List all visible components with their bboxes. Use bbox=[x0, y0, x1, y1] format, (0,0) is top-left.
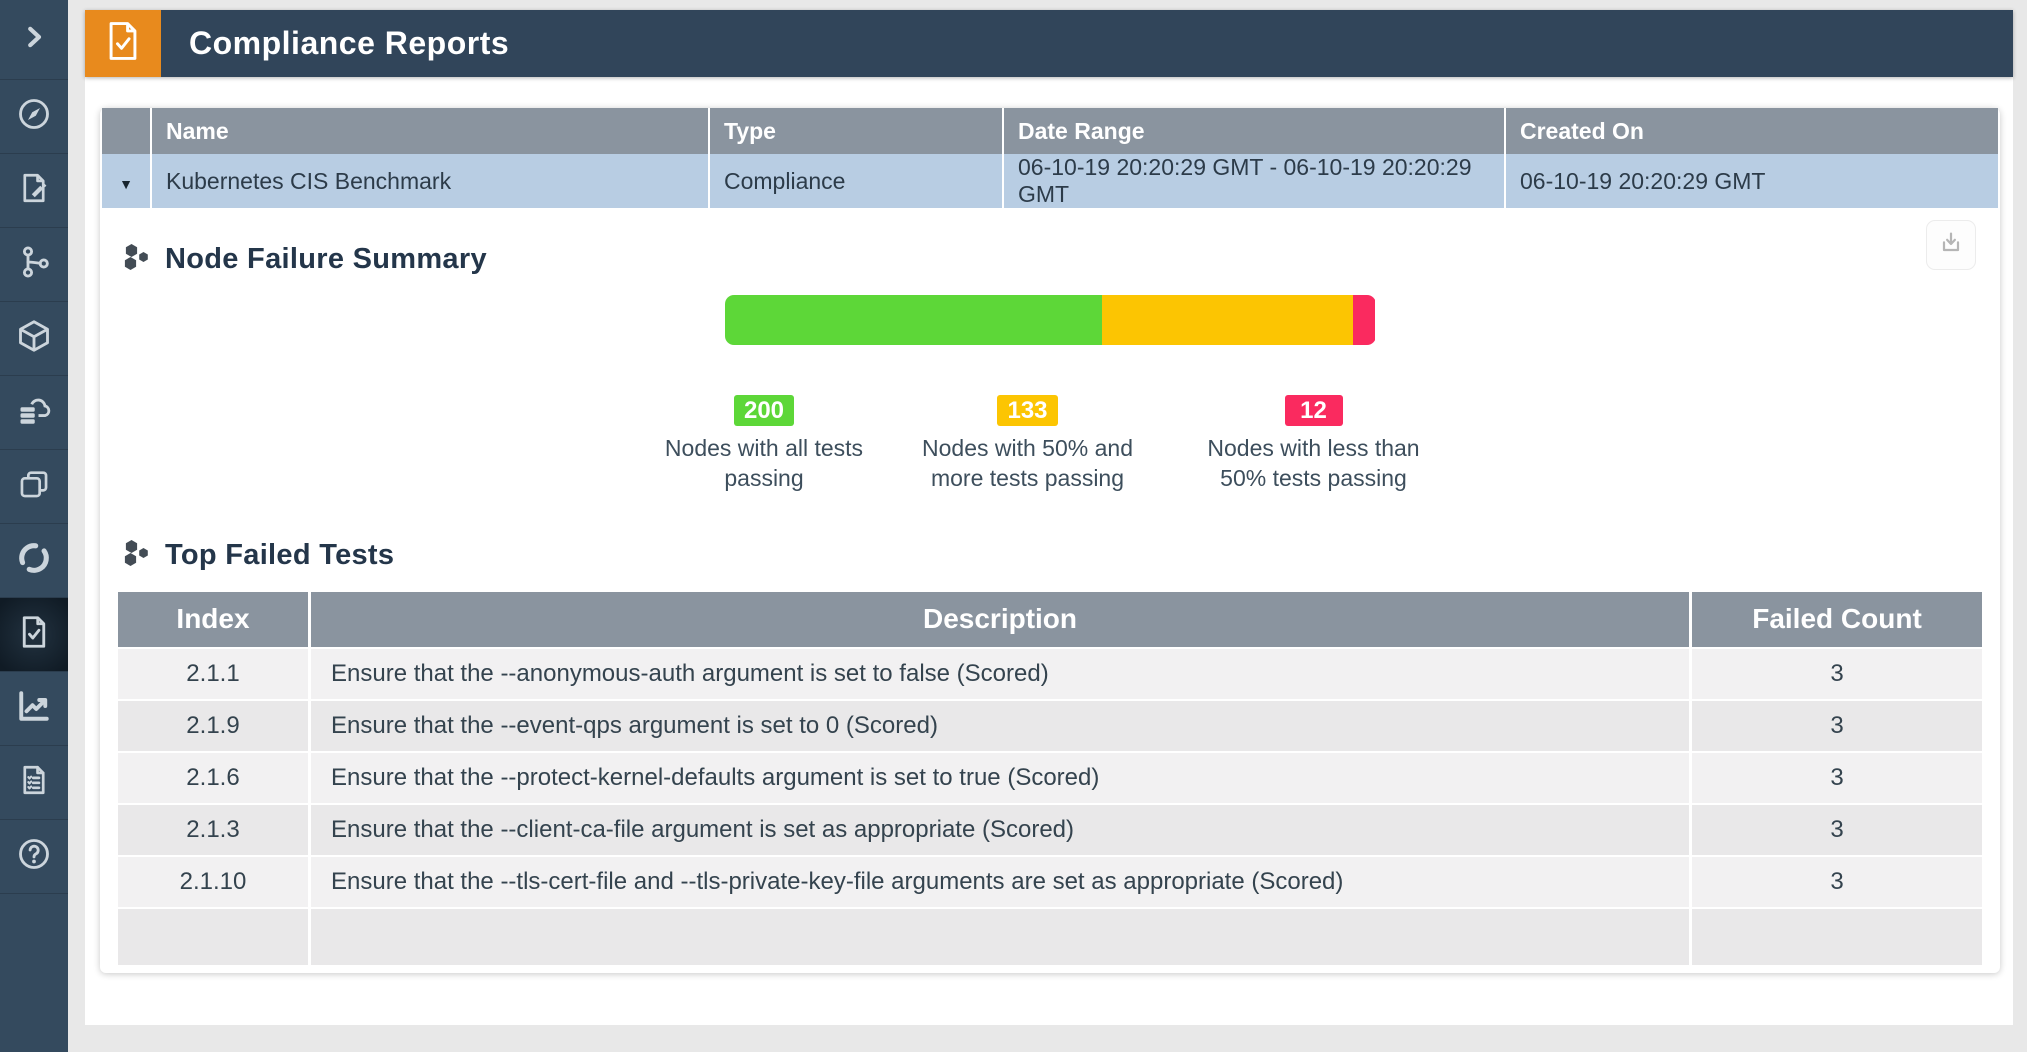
report-card: Name Type Date Range Created On ▼ Kubern… bbox=[100, 108, 2000, 973]
col-header-description: Description bbox=[311, 591, 1689, 647]
test-description: Ensure that the --anonymous-auth argumen… bbox=[311, 648, 1689, 699]
report-name-cell: Kubernetes CIS Benchmark bbox=[152, 154, 708, 208]
layers-icon bbox=[17, 467, 51, 506]
test-description: Ensure that the --protect-kernel-default… bbox=[311, 752, 1689, 803]
failed-test-row: 2.1.10 Ensure that the --tls-cert-file a… bbox=[118, 856, 1982, 907]
top-failed-tests-table: Index Description Failed Count 2.1.1 Ens… bbox=[115, 590, 1985, 967]
compliance-header-icon-block bbox=[85, 10, 161, 77]
line-chart-icon bbox=[16, 688, 52, 729]
bar-segment-passing-under-50 bbox=[1352, 295, 1376, 345]
hexagon-cluster-icon bbox=[122, 538, 152, 573]
col-header-created-on[interactable]: Created On bbox=[1506, 108, 1998, 154]
sidebar-item-metrics[interactable] bbox=[0, 672, 68, 746]
test-index: 2.1.1 bbox=[118, 648, 308, 699]
sidebar-item-containers[interactable] bbox=[0, 450, 68, 524]
test-description: Ensure that the --event-qps argument is … bbox=[311, 700, 1689, 751]
failed-test-row: 2.1.6 Ensure that the --protect-kernel-d… bbox=[118, 752, 1982, 803]
empty-cell bbox=[1692, 908, 1982, 965]
chart-legend: 200 Nodes with all tests passing 133 Nod… bbox=[100, 395, 2000, 494]
sidebar bbox=[0, 0, 68, 1052]
legend-item-pink: 12 Nodes with less than 50% tests passin… bbox=[1191, 395, 1436, 494]
download-button[interactable] bbox=[1926, 220, 1976, 270]
sidebar-item-reports[interactable] bbox=[0, 746, 68, 820]
download-icon bbox=[1937, 229, 1965, 262]
cube-icon bbox=[16, 318, 52, 359]
cloud-db-icon bbox=[16, 392, 52, 433]
document-edit-icon bbox=[17, 171, 51, 210]
sidebar-filler bbox=[0, 894, 68, 1052]
expander-column-header bbox=[102, 108, 150, 154]
test-description: Ensure that the --tls-cert-file and --tl… bbox=[311, 856, 1689, 907]
page-header: Compliance Reports bbox=[85, 10, 2013, 77]
failed-test-row: 2.1.1 Ensure that the --anonymous-auth a… bbox=[118, 648, 1982, 699]
sidebar-item-policies[interactable] bbox=[0, 154, 68, 228]
report-row[interactable]: ▼ Kubernetes CIS Benchmark Compliance 06… bbox=[102, 154, 1998, 208]
checklist-icon bbox=[17, 763, 51, 802]
col-header-name[interactable]: Name bbox=[152, 108, 708, 154]
main-content: Compliance Reports Name Type Date Range … bbox=[85, 10, 2013, 1025]
legend-item-yellow: 133 Nodes with 50% and more tests passin… bbox=[900, 395, 1155, 494]
sidebar-item-registries[interactable] bbox=[0, 376, 68, 450]
bar-segment-passing-all bbox=[724, 295, 1102, 345]
sidebar-expand-button[interactable] bbox=[0, 0, 68, 80]
bar-segment-passing-50-plus bbox=[1101, 295, 1353, 345]
test-description: Ensure that the --client-ca-file argumen… bbox=[311, 804, 1689, 855]
section-title: Top Failed Tests bbox=[165, 538, 395, 571]
top-failed-tests-heading: Top Failed Tests bbox=[122, 538, 2000, 573]
sidebar-item-images[interactable] bbox=[0, 302, 68, 376]
compass-icon bbox=[16, 96, 52, 137]
help-icon bbox=[16, 836, 52, 877]
test-failed-count: 3 bbox=[1692, 752, 1982, 803]
compliance-doc-icon bbox=[16, 614, 52, 655]
sidebar-item-runtime[interactable] bbox=[0, 524, 68, 598]
legend-label: Nodes with less than 50% tests passing bbox=[1207, 435, 1420, 492]
legend-value-badge: 133 bbox=[997, 395, 1058, 426]
test-failed-count: 3 bbox=[1692, 856, 1982, 907]
legend-label: Nodes with 50% and more tests passing bbox=[922, 435, 1133, 492]
test-failed-count: 3 bbox=[1692, 700, 1982, 751]
sidebar-item-help[interactable] bbox=[0, 820, 68, 894]
page-title: Compliance Reports bbox=[189, 25, 510, 61]
test-index: 2.1.10 bbox=[118, 856, 308, 907]
col-header-type[interactable]: Type bbox=[710, 108, 1002, 154]
section-title: Node Failure Summary bbox=[165, 243, 487, 275]
legend-value-badge: 200 bbox=[733, 395, 795, 426]
test-index: 2.1.3 bbox=[118, 804, 308, 855]
node-failure-summary-heading: Node Failure Summary bbox=[122, 242, 2000, 277]
triangle-down-icon[interactable]: ▼ bbox=[119, 175, 133, 192]
report-created-on-cell: 06-10-19 20:20:29 GMT bbox=[1506, 154, 1998, 208]
report-date-range-cell: 06-10-19 20:20:29 GMT - 06-10-19 20:20:2… bbox=[1004, 154, 1504, 208]
legend-item-green: 200 Nodes with all tests passing bbox=[664, 395, 864, 494]
legend-value-badge: 12 bbox=[1284, 395, 1343, 426]
node-failure-stacked-bar bbox=[724, 295, 1376, 345]
reports-table: Name Type Date Range Created On ▼ Kubern… bbox=[100, 108, 2000, 208]
row-expander-cell[interactable]: ▼ bbox=[102, 154, 150, 208]
test-failed-count: 3 bbox=[1692, 804, 1982, 855]
col-header-index: Index bbox=[118, 591, 308, 647]
legend-label: Nodes with all tests passing bbox=[664, 435, 864, 492]
report-type-cell: Compliance bbox=[710, 154, 1002, 208]
sidebar-item-topology[interactable] bbox=[0, 228, 68, 302]
col-header-failed-count: Failed Count bbox=[1692, 591, 1982, 647]
col-header-date-range[interactable]: Date Range bbox=[1004, 108, 1504, 154]
sidebar-item-compliance[interactable] bbox=[0, 598, 68, 672]
test-failed-count: 3 bbox=[1692, 648, 1982, 699]
test-index: 2.1.6 bbox=[118, 752, 308, 803]
compliance-doc-icon bbox=[101, 19, 145, 68]
failed-test-row: 2.1.3 Ensure that the --client-ca-file a… bbox=[118, 804, 1982, 855]
empty-cell bbox=[311, 908, 1689, 965]
sidebar-item-explore[interactable] bbox=[0, 80, 68, 154]
empty-row bbox=[118, 908, 1982, 965]
hexagon-cluster-icon bbox=[122, 242, 152, 277]
failed-table-header-row: Index Description Failed Count bbox=[118, 591, 1982, 647]
test-index: 2.1.9 bbox=[118, 700, 308, 751]
topology-icon bbox=[16, 244, 52, 285]
failed-test-row: 2.1.9 Ensure that the --event-qps argume… bbox=[118, 700, 1982, 751]
chevron-right-icon bbox=[19, 22, 49, 57]
refresh-icon bbox=[16, 540, 52, 581]
reports-table-header-row: Name Type Date Range Created On bbox=[102, 108, 1998, 154]
empty-cell bbox=[118, 908, 308, 965]
